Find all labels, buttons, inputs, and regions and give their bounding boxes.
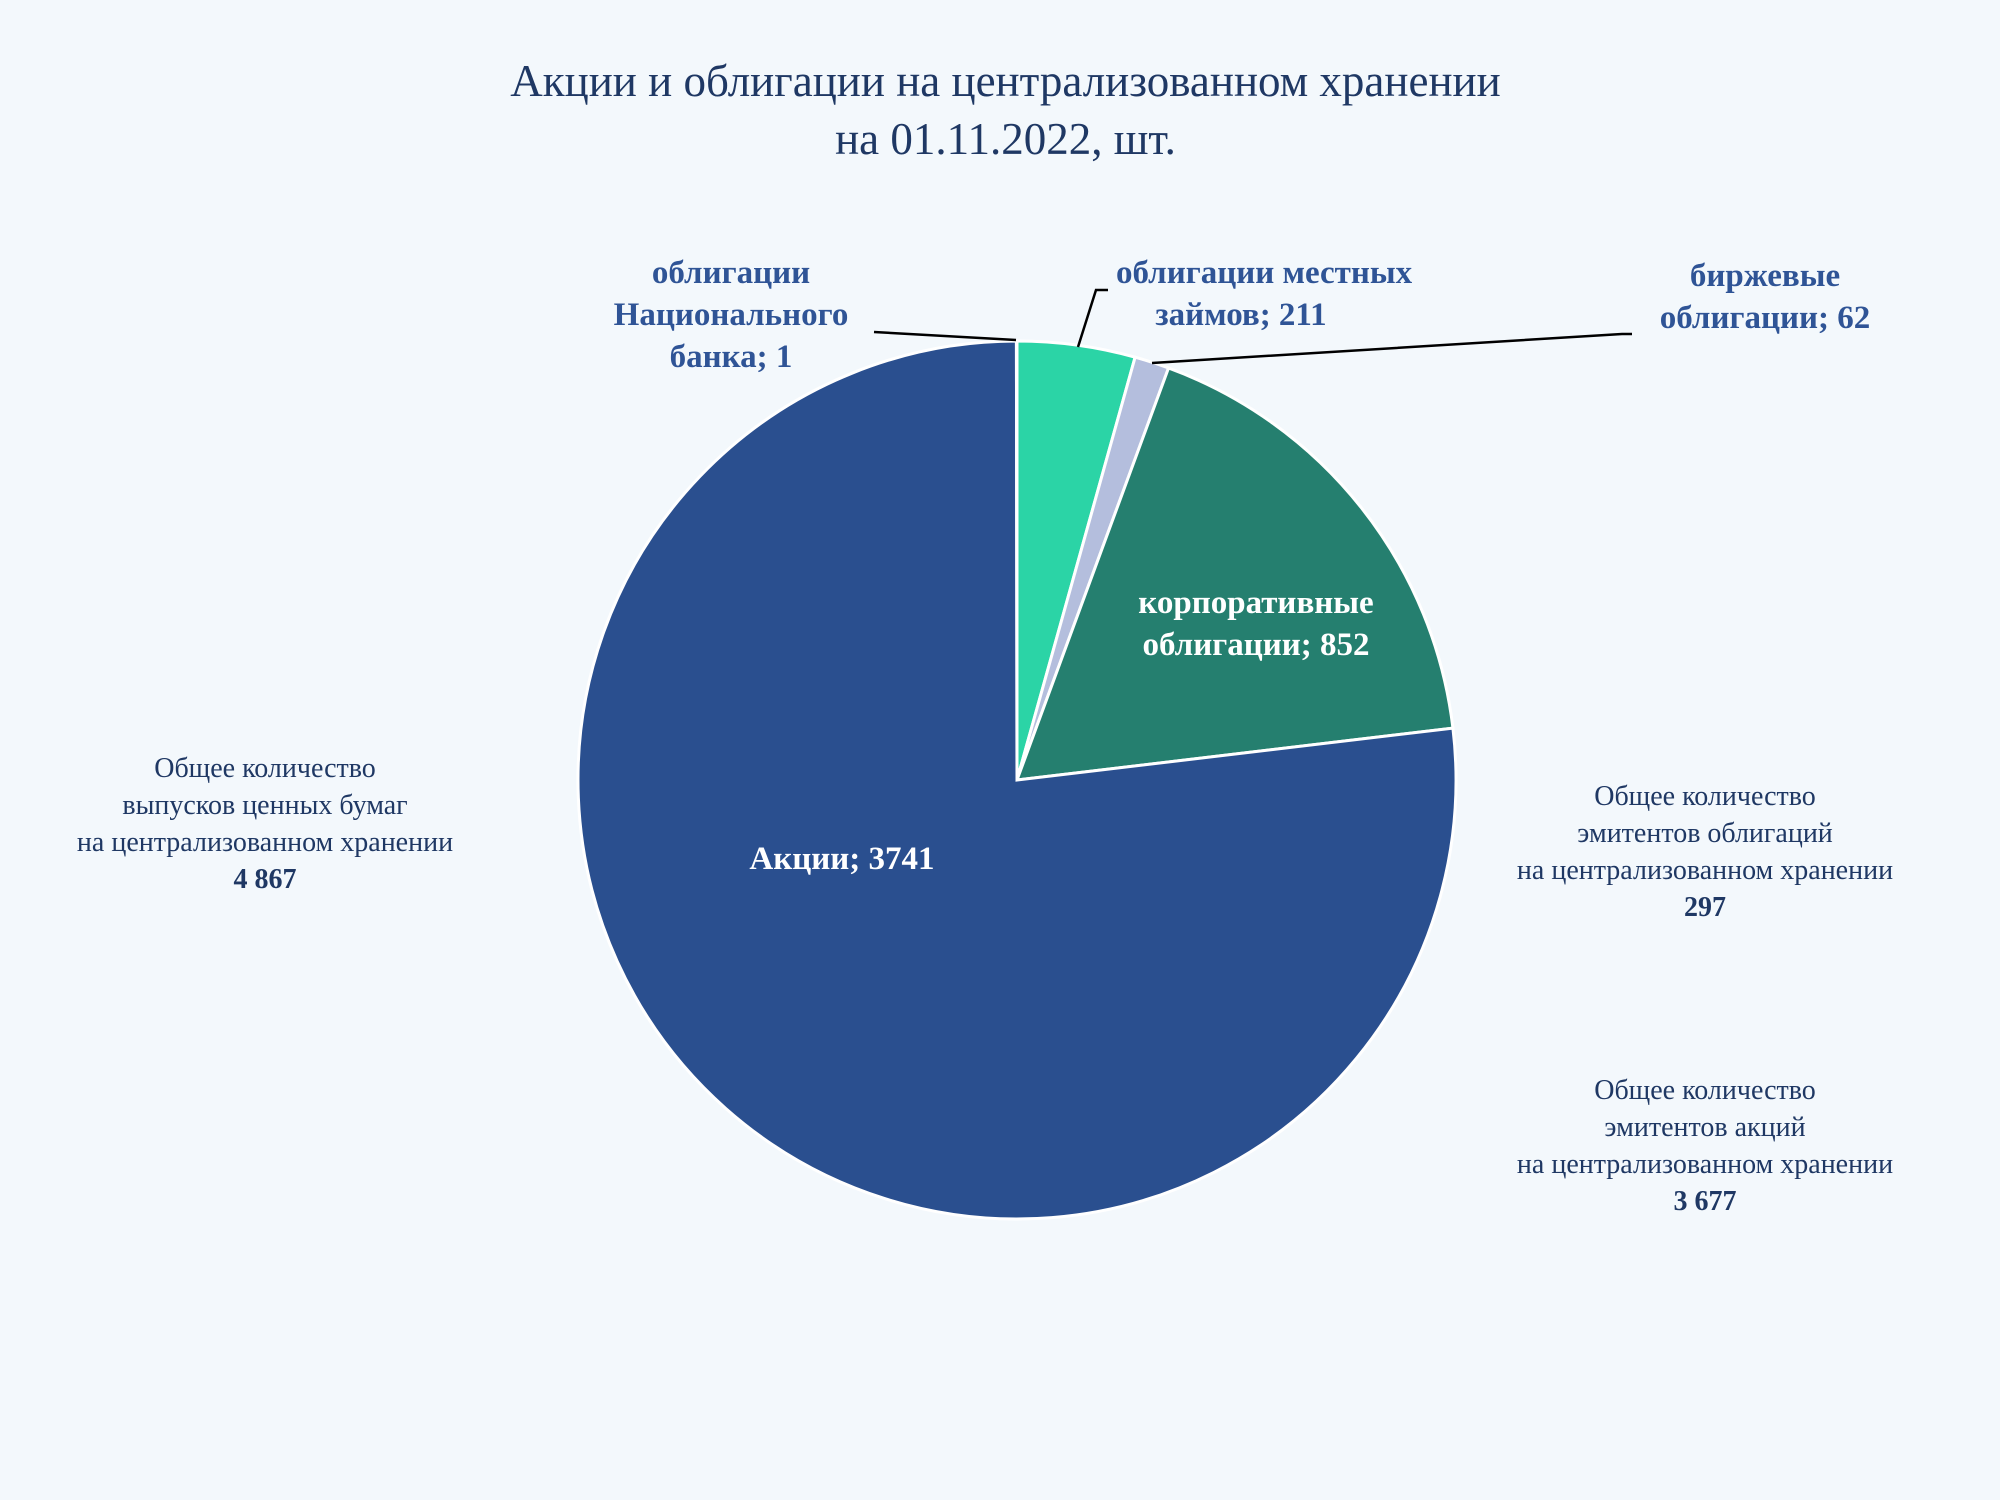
slice-label-local-loans: облигации местных займов; 211 bbox=[1116, 252, 1413, 336]
slice-label-local-loans-line-1: облигации местных bbox=[1116, 255, 1413, 291]
slice-label-exchange-bonds: биржевые облигации; 62 bbox=[1640, 255, 1890, 339]
pie-slice-2 bbox=[1014, 366, 1455, 782]
slice-label-corporate-bonds-line-1: корпоративные bbox=[1138, 585, 1374, 621]
stat-share-issuers: Общее количество эмитентов акций на цент… bbox=[1470, 1072, 1940, 1220]
slice-label-national-bank-line-2: Национального bbox=[613, 297, 849, 333]
stat-total-issues-line-1: Общее количество bbox=[154, 753, 376, 784]
pie-slice-4 bbox=[1014, 339, 1019, 781]
chart-title-line-2: на 01.11.2022, шт. bbox=[835, 114, 1176, 164]
leader-line-exchange-bonds bbox=[1151, 332, 1632, 365]
stat-total-issues-line-2: выпусков ценных бумаг bbox=[122, 790, 408, 821]
slice-label-national-bank-line-3: банка; 1 bbox=[669, 339, 793, 375]
pie-slice-3 bbox=[576, 339, 1458, 1221]
slice-label-national-bank: облигации Национального банка; 1 bbox=[586, 252, 876, 378]
slice-label-shares-line-1: Акции; 3741 bbox=[749, 841, 935, 877]
slice-label-corporate-bonds: корпоративные облигации; 852 bbox=[1106, 582, 1406, 666]
chart-title-line-1: Акции и облигации на централизованном хр… bbox=[510, 56, 1501, 106]
pie-slices bbox=[576, 339, 1458, 1221]
slice-label-shares: Акции; 3741 bbox=[702, 838, 982, 880]
stat-total-issues: Общее количество выпусков ценных бумаг н… bbox=[30, 750, 500, 898]
stat-share-issuers-line-1: Общее количество bbox=[1594, 1075, 1816, 1106]
slice-label-corporate-bonds-line-2: облигации; 852 bbox=[1142, 627, 1370, 663]
slice-label-local-loans-line-2: займов; 211 bbox=[1155, 297, 1327, 333]
stat-share-issuers-line-3: на централизованном хранении bbox=[1516, 1149, 1894, 1180]
stat-share-issuers-line-2: эмитентов акций bbox=[1604, 1112, 1806, 1143]
stat-bond-issuers-value: 297 bbox=[1684, 892, 1726, 923]
stat-bond-issuers-line-3: на централизованном хранении bbox=[1516, 855, 1894, 886]
stat-total-issues-line-3: на централизованном хранении bbox=[76, 827, 454, 858]
stat-bond-issuers-line-2: эмитентов облигаций bbox=[1577, 818, 1833, 849]
stat-share-issuers-value: 3 677 bbox=[1673, 1186, 1737, 1217]
stat-bond-issuers: Общее количество эмитентов облигаций на … bbox=[1470, 778, 1940, 926]
stat-bond-issuers-line-1: Общее количество bbox=[1594, 781, 1816, 812]
slice-label-national-bank-line-1: облигации bbox=[651, 255, 811, 291]
slice-label-exchange-bonds-line-2: облигации; 62 bbox=[1659, 300, 1871, 336]
slice-label-exchange-bonds-line-1: биржевые bbox=[1689, 258, 1841, 294]
leader-line-national-bank bbox=[873, 330, 1017, 342]
leader-line-local-loans bbox=[1076, 288, 1108, 348]
leader-lines bbox=[873, 288, 1632, 365]
stat-total-issues-value: 4 867 bbox=[233, 864, 297, 895]
chart-title: Акции и облигации на централизованном хр… bbox=[0, 52, 2000, 168]
